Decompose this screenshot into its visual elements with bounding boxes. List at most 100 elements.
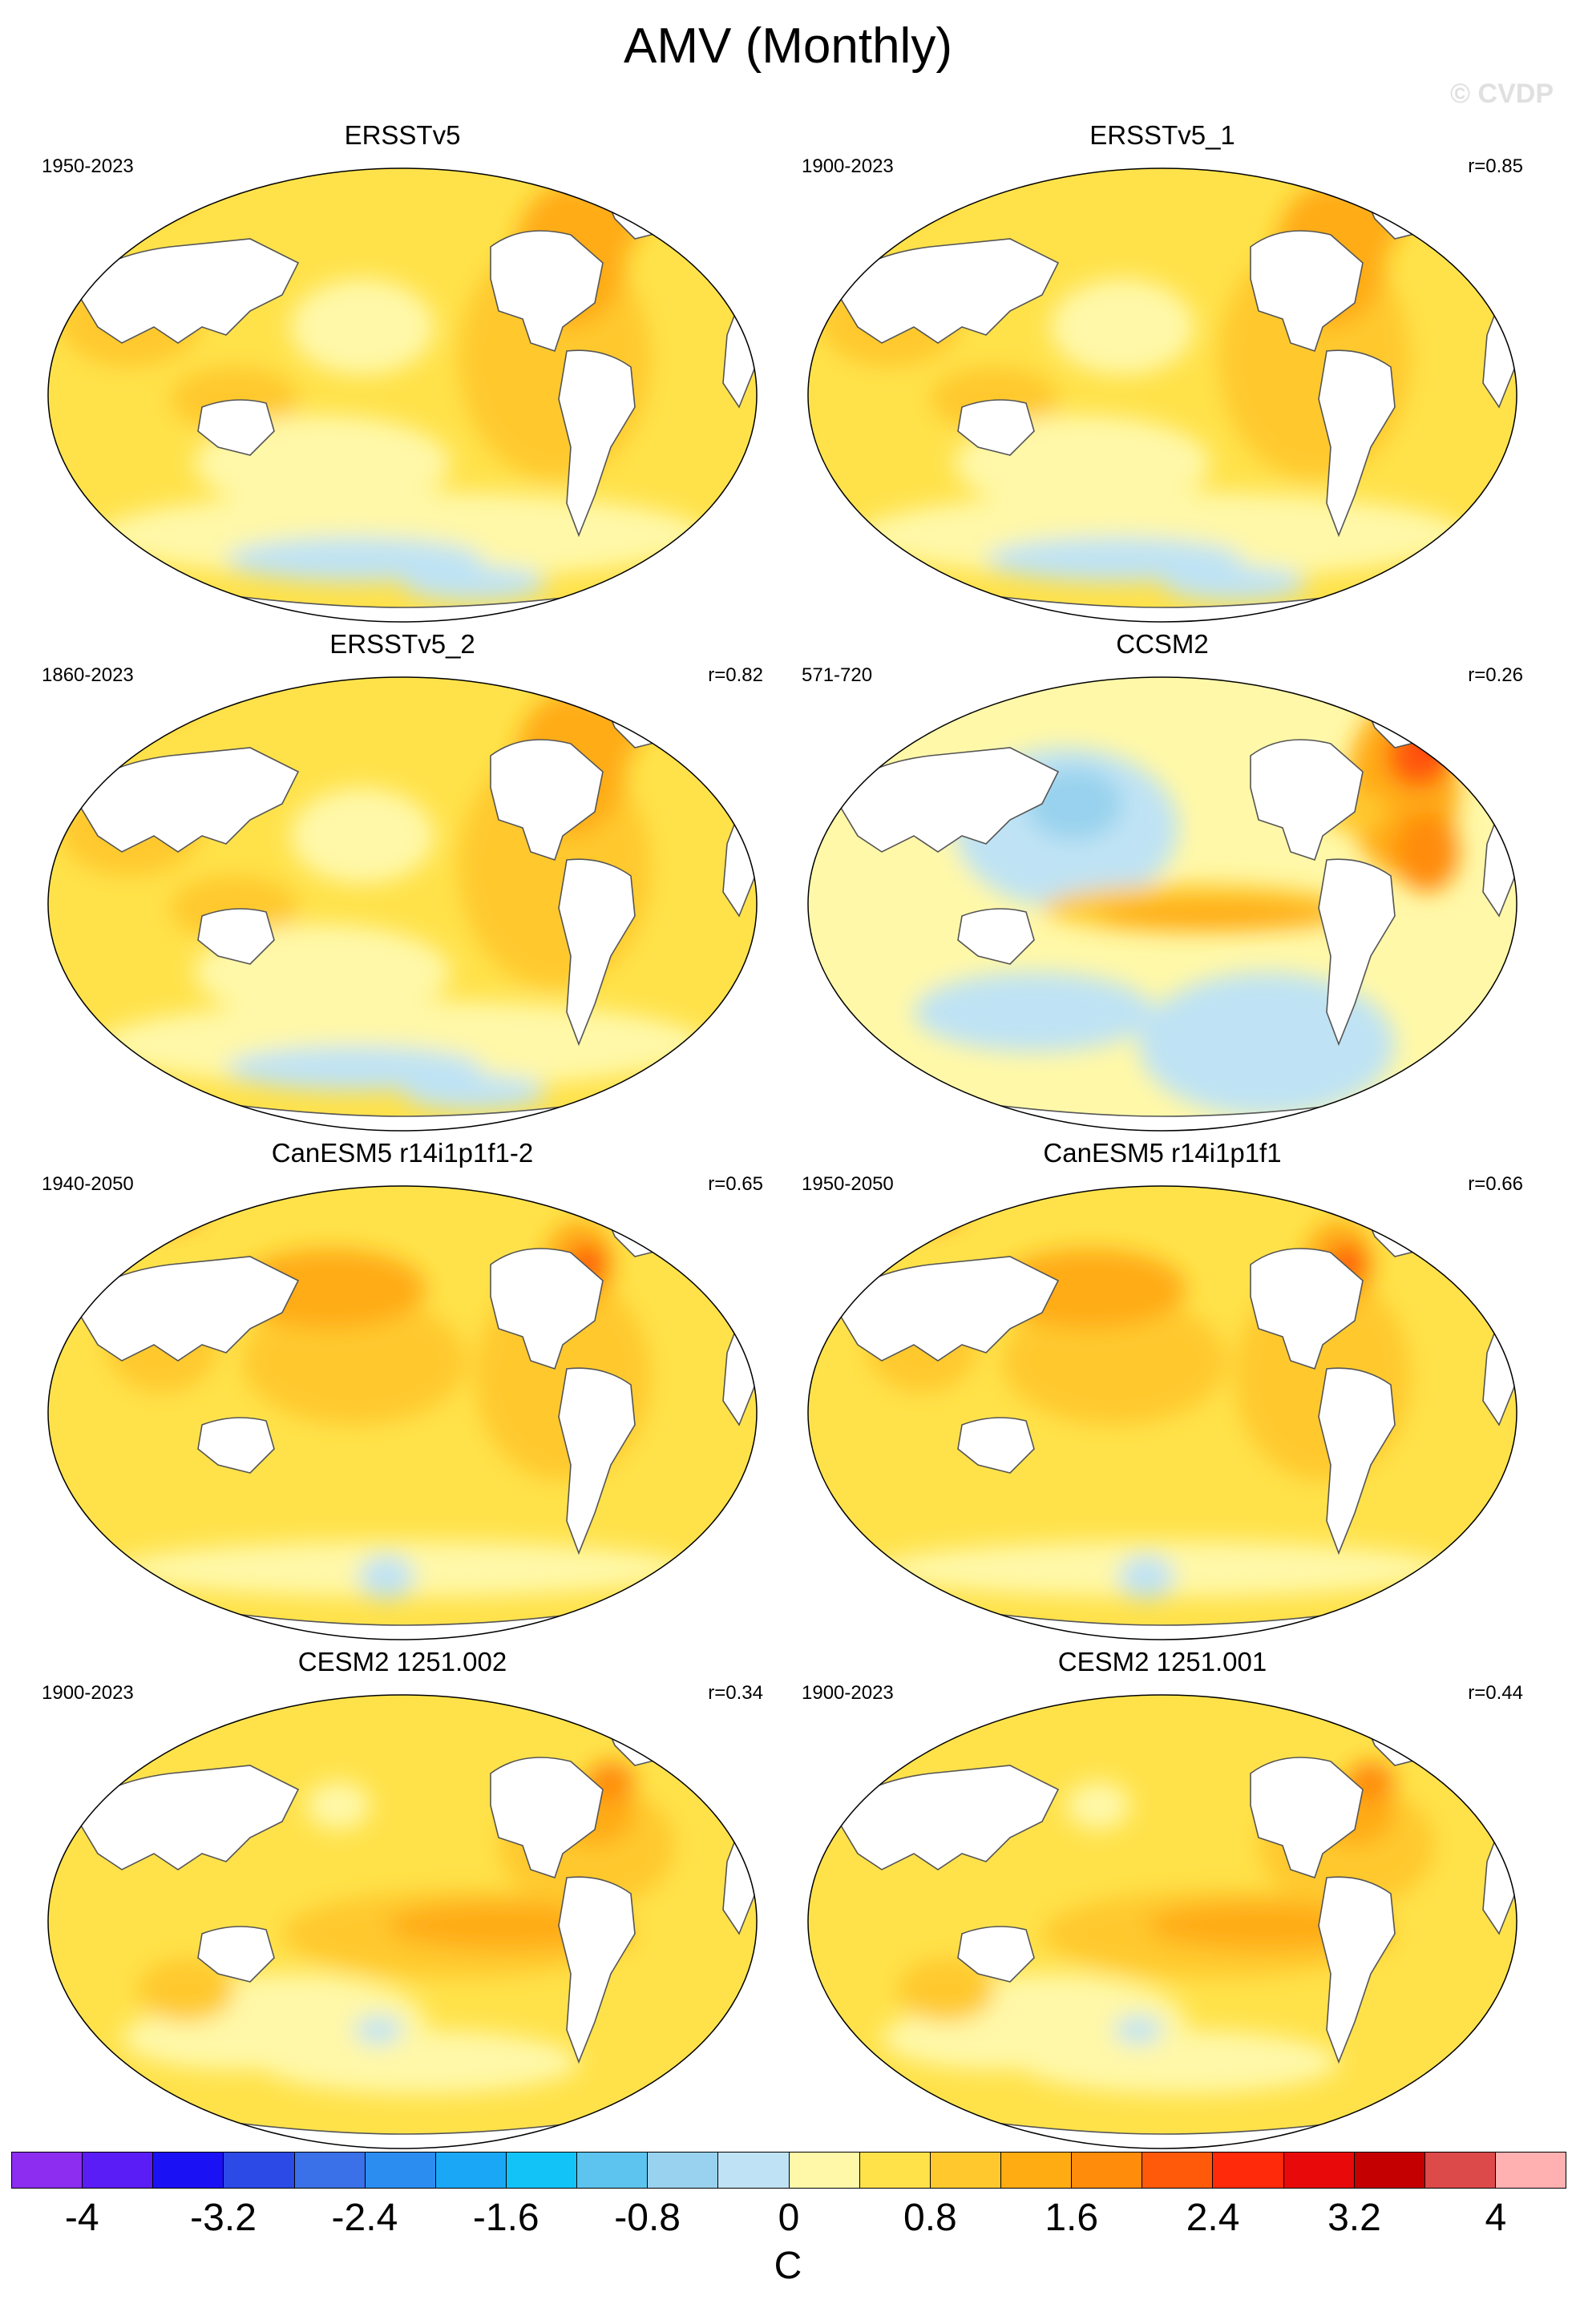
landmass	[558, 858, 636, 1047]
map-panel: CanESM5 r14i1p1f1-2 1940-2050 r=0.65	[42, 1138, 763, 1651]
anomaly-region	[226, 537, 483, 582]
anomaly-region	[290, 788, 434, 884]
landmass	[197, 1417, 275, 1474]
colorbar-tick-label: -2.4	[331, 2197, 398, 2239]
landmass	[1250, 230, 1364, 353]
colorbar-tick-label: 0.8	[903, 2197, 957, 2239]
world-map	[47, 167, 758, 623]
landmass	[197, 1926, 275, 1983]
panel-years: 1900-2023	[802, 155, 894, 177]
colorbar-tick-label: 0	[778, 2197, 800, 2239]
colorbar-tick-label: -4	[64, 2197, 99, 2239]
landmass	[490, 1757, 604, 1879]
map-border	[807, 1185, 1517, 1640]
world-map	[47, 1185, 758, 1640]
anomaly-region	[1162, 566, 1307, 601]
anomaly-region	[1098, 902, 1339, 930]
landmass	[1318, 1367, 1396, 1555]
anomaly-region	[242, 1297, 467, 1425]
anomaly-region	[122, 1191, 202, 1226]
colorbar-swatch	[1000, 2153, 1073, 2188]
map-panel: CanESM5 r14i1p1f1 1950-2050 r=0.66	[802, 1138, 1523, 1651]
landmass	[1318, 1876, 1396, 2064]
world-map	[47, 676, 758, 1132]
anomaly-region	[358, 1555, 414, 1600]
anomaly-region	[354, 2015, 402, 2044]
landmass	[957, 908, 1035, 965]
colorbar-swatch	[1354, 2153, 1425, 2188]
colorbar-swatch	[718, 2153, 790, 2188]
panel-years: 1940-2050	[42, 1173, 134, 1195]
anomaly-region	[1114, 2015, 1162, 2044]
anomaly-region	[914, 972, 1154, 1052]
panel-years: 1860-2023	[42, 664, 134, 686]
world-map	[807, 676, 1517, 1132]
landmass	[490, 1248, 604, 1370]
colorbar-swatch	[789, 2153, 860, 2188]
colorbar-tick-label: -3.2	[190, 2197, 257, 2239]
anomaly-region	[858, 171, 954, 211]
anomaly-region	[882, 1191, 962, 1226]
colorbar-swatch	[1283, 2153, 1355, 2188]
colorbar-swatch	[224, 2153, 295, 2188]
anomaly-region	[98, 680, 194, 720]
panel-title: ERSSTv5_1	[1089, 120, 1235, 150]
map-panel: CESM2 1251.002 1900-2023 r=0.34	[42, 1647, 763, 2160]
colorbar-tick-label: -1.6	[472, 2197, 539, 2239]
anomaly-region	[258, 2030, 579, 2094]
panel-correlation: r=0.85	[1468, 155, 1523, 177]
figure-title: AMV (Monthly)	[624, 18, 952, 74]
map-panel: ERSSTv5 1950-2023	[42, 120, 763, 633]
panel-title: CESM2 1251.001	[1057, 1647, 1267, 1676]
panel-title: ERSSTv5_2	[329, 629, 475, 659]
landmass	[957, 1417, 1035, 1474]
map-border	[807, 676, 1517, 1132]
anomaly-region	[402, 566, 547, 601]
world-map	[47, 1694, 758, 2149]
colorbar-swatch	[577, 2153, 649, 2188]
colorbar-swatch	[1213, 2153, 1284, 2188]
world-map	[807, 167, 1517, 623]
anomaly-region	[1417, 724, 1453, 756]
panel-years: 571-720	[802, 664, 873, 686]
colorbar-swatch	[1142, 2153, 1214, 2188]
anomaly-region	[1395, 812, 1459, 892]
panel-title: CESM2 1251.002	[297, 1647, 507, 1676]
world-map	[807, 1694, 1517, 2149]
colorbar-swatch	[648, 2153, 719, 2188]
watermark: © CVDP	[1450, 79, 1554, 109]
colorbar-swatch	[365, 2153, 436, 2188]
colorbar-swatch	[506, 2153, 578, 2188]
anomaly-region	[826, 828, 970, 988]
colorbar-ticks: -4 -3.2 -2.4 -1.6 -0.8 0 0.8 1.6 2.4 3.2 4	[0, 2196, 1576, 2244]
colorbar-tick-label: -0.8	[614, 2197, 681, 2239]
anomaly-region	[886, 1197, 926, 1220]
panel-correlation: r=0.34	[708, 1682, 763, 1704]
landmass	[1318, 349, 1396, 538]
landmass	[957, 399, 1035, 456]
colorbar-swatch	[435, 2153, 507, 2188]
anomaly-region	[290, 279, 434, 375]
landmass	[558, 1367, 636, 1555]
panel-correlation: r=0.65	[708, 1173, 763, 1195]
colorbar-swatch	[1495, 2153, 1566, 2188]
landmass	[490, 230, 604, 353]
anomaly-region	[1066, 1781, 1130, 1830]
map-border	[47, 676, 758, 1132]
landmass	[1250, 1757, 1364, 1879]
landmass	[957, 1926, 1035, 1983]
panel-title: ERSSTv5	[344, 120, 461, 150]
map-border	[807, 1694, 1517, 2149]
anomaly-region	[1002, 1297, 1226, 1425]
anomaly-region	[986, 537, 1243, 582]
colorbar-tick-label: 2.4	[1186, 2197, 1240, 2239]
colorbar	[11, 2152, 1566, 2189]
map-panel: CCSM2 571-720 r=0.26	[802, 629, 1523, 1142]
colorbar-swatch	[1424, 2153, 1496, 2188]
anomaly-region	[138, 1958, 234, 2022]
map-border	[807, 167, 1517, 623]
panel-title: CanESM5 r14i1p1f1	[1043, 1138, 1282, 1168]
world-map	[807, 1185, 1517, 1640]
landmass	[1250, 1248, 1364, 1370]
panel-years: 1950-2050	[802, 1173, 894, 1195]
